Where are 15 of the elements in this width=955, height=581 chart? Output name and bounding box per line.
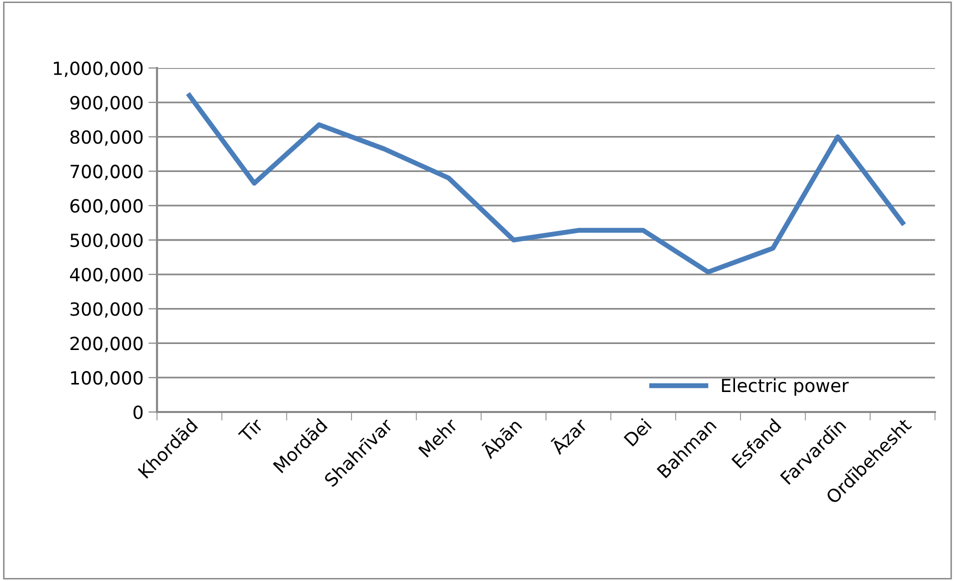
y-tick-label: 700,000 bbox=[70, 164, 143, 180]
line-series bbox=[186, 93, 906, 274]
y-tick-label: 100,000 bbox=[71, 371, 143, 387]
y-tick-label: 500,000 bbox=[70, 233, 143, 249]
y-tick-label: 600,000 bbox=[70, 199, 143, 215]
y-tick-label: 300,000 bbox=[70, 302, 143, 318]
y-tick-label: 900,000 bbox=[70, 96, 143, 112]
y-tick-label: 400,000 bbox=[70, 268, 143, 284]
x-tick-label: Dei bbox=[623, 418, 652, 447]
x-tick-label: Tīr bbox=[238, 417, 264, 444]
y-tick-label: 200,000 bbox=[70, 336, 143, 352]
y-tick-label: 800,000 bbox=[70, 130, 143, 146]
legend-label: Electric power bbox=[722, 378, 849, 396]
y-tick-label: 1,000,000 bbox=[54, 61, 143, 77]
y-tick-label: 0 bbox=[134, 405, 143, 420]
